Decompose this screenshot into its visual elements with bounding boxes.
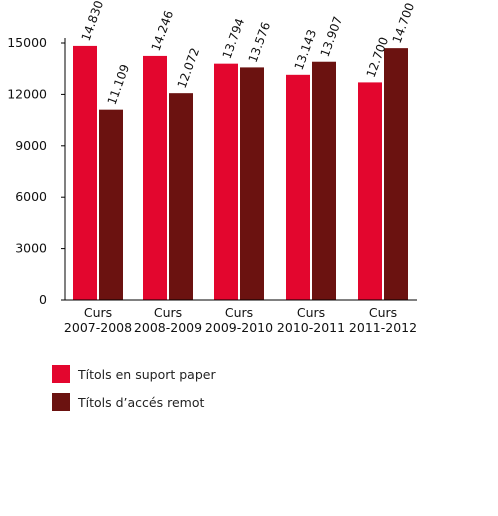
- legend: Títols en suport paper Títols d’accés re…: [52, 364, 216, 420]
- legend-label-paper: Títols en suport paper: [78, 366, 216, 382]
- data-label: 12.072: [175, 46, 203, 90]
- y-tick-label: 15000: [7, 35, 47, 50]
- y-axis-ticks: 0 3000 6000 9000 12000 15000: [7, 35, 65, 307]
- data-label: 13.794: [220, 16, 248, 60]
- bar: [73, 45, 97, 301]
- y-tick-label: 12000: [7, 86, 47, 101]
- bar: [312, 61, 336, 301]
- x-tick-label: Curs 2007-2008: [64, 305, 132, 335]
- x-tick-label: Curs 2008-2009: [134, 305, 202, 335]
- data-label: 14.830: [79, 0, 107, 43]
- bar: [214, 63, 238, 301]
- data-label: 11.109: [105, 62, 133, 106]
- axes: [64, 38, 417, 301]
- bar: [286, 74, 310, 301]
- data-label: 13.907: [318, 14, 346, 58]
- data-label: 13.576: [246, 20, 274, 64]
- x-tick-label: Curs 2009-2010: [205, 305, 273, 335]
- bar: [169, 93, 193, 300]
- data-label: 14.700: [390, 1, 418, 45]
- bar: [358, 82, 382, 300]
- x-tick-label: Curs 2011-2012: [349, 305, 417, 335]
- bar: [240, 67, 264, 301]
- legend-item-paper: Títols en suport paper: [52, 364, 216, 384]
- bar: [384, 48, 408, 300]
- data-label: 14.246: [149, 9, 177, 53]
- bars: [73, 45, 408, 301]
- legend-swatch-remote: [52, 393, 70, 411]
- y-tick-label: 3000: [15, 241, 47, 256]
- bar: [99, 109, 123, 300]
- y-tick-label: 6000: [15, 189, 47, 204]
- legend-swatch-paper: [52, 365, 70, 383]
- legend-item-remote: Títols d’accés remot: [52, 392, 216, 412]
- x-tick-label: Curs 2010-2011: [277, 305, 345, 335]
- bar: [143, 55, 167, 300]
- legend-label-remote: Títols d’accés remot: [78, 394, 205, 410]
- y-tick-label: 0: [39, 292, 47, 307]
- y-tick-label: 9000: [15, 138, 47, 153]
